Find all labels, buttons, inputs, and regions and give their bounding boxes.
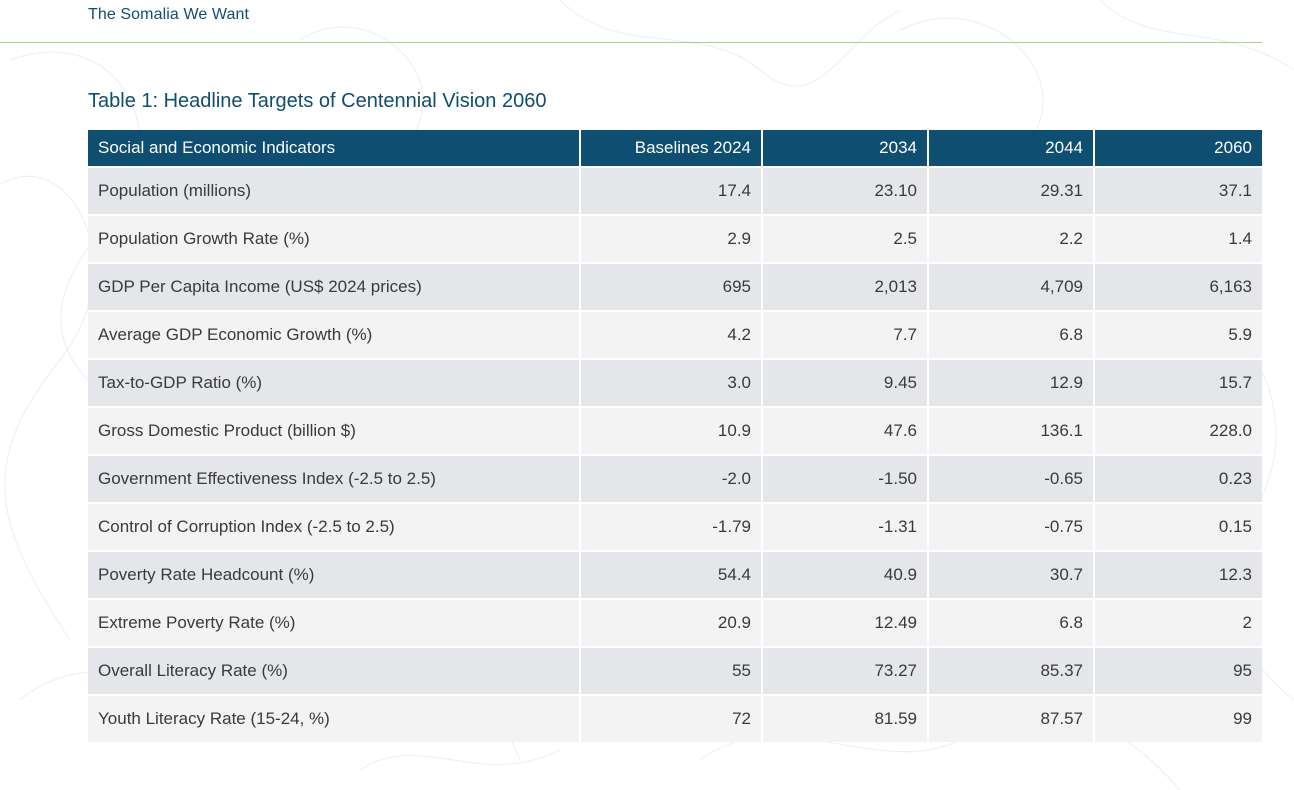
indicator-cell: Youth Literacy Rate (15-24, %) <box>88 694 580 742</box>
value-cell: -1.50 <box>761 454 928 503</box>
value-cell: 6,163 <box>1093 262 1262 311</box>
value-cell: -1.79 <box>579 502 762 551</box>
table-header-row: Social and Economic Indicators Baselines… <box>88 130 1262 167</box>
value-cell: 95 <box>1093 646 1262 695</box>
value-cell: 85.37 <box>927 646 1094 695</box>
value-cell: 9.45 <box>761 358 928 407</box>
table-row: GDP Per Capita Income (US$ 2024 prices) … <box>88 262 1262 311</box>
indicator-cell: Government Effectiveness Index (-2.5 to … <box>88 454 580 503</box>
value-cell: 55 <box>579 646 762 695</box>
value-cell: 1.4 <box>1093 214 1262 263</box>
table-row: Gross Domestic Product (billion $) 10.9 … <box>88 406 1262 455</box>
indicator-cell: Poverty Rate Headcount (%) <box>88 550 580 599</box>
value-cell: 72 <box>579 694 762 742</box>
value-cell: -2.0 <box>579 454 762 503</box>
value-cell: 17.4 <box>579 166 762 215</box>
indicator-cell: Gross Domestic Product (billion $) <box>88 406 580 455</box>
headline-targets-table: Social and Economic Indicators Baselines… <box>88 130 1262 742</box>
value-cell: 73.27 <box>761 646 928 695</box>
value-cell: -1.31 <box>761 502 928 551</box>
value-cell: 47.6 <box>761 406 928 455</box>
value-cell: 12.9 <box>927 358 1094 407</box>
value-cell: 37.1 <box>1093 166 1262 215</box>
value-cell: 4.2 <box>579 310 762 359</box>
indicator-cell: GDP Per Capita Income (US$ 2024 prices) <box>88 262 580 311</box>
contour-line <box>0 175 94 641</box>
contour-line <box>359 749 561 771</box>
value-cell: 15.7 <box>1093 358 1262 407</box>
value-cell: 6.8 <box>927 598 1094 647</box>
table-row: Government Effectiveness Index (-2.5 to … <box>88 454 1262 503</box>
table-row: Population (millions) 17.4 23.10 29.31 3… <box>88 166 1262 215</box>
value-cell: 30.7 <box>927 550 1094 599</box>
value-cell: 3.0 <box>579 358 762 407</box>
value-cell: 54.4 <box>579 550 762 599</box>
value-cell: 2.9 <box>579 214 762 263</box>
value-cell: 23.10 <box>761 166 928 215</box>
table-row: Tax-to-GDP Ratio (%) 3.0 9.45 12.9 15.7 <box>88 358 1262 407</box>
value-cell: 10.9 <box>579 406 762 455</box>
contour-line <box>559 0 901 87</box>
value-cell: 6.8 <box>927 310 1094 359</box>
column-header-2060: 2060 <box>1093 130 1262 167</box>
table-row: Control of Corruption Index (-2.5 to 2.5… <box>88 502 1262 551</box>
table-caption: Table 1: Headline Targets of Centennial … <box>88 90 547 112</box>
value-cell: 12.49 <box>761 598 928 647</box>
table-row: Poverty Rate Headcount (%) 54.4 40.9 30.… <box>88 550 1262 599</box>
column-header-2044: 2044 <box>927 130 1094 167</box>
value-cell: 87.57 <box>927 694 1094 742</box>
value-cell: 2 <box>1093 598 1262 647</box>
value-cell: 40.9 <box>761 550 928 599</box>
value-cell: 29.31 <box>927 166 1094 215</box>
value-cell: 136.1 <box>927 406 1094 455</box>
value-cell: 5.9 <box>1093 310 1262 359</box>
value-cell: 12.3 <box>1093 550 1262 599</box>
value-cell: 99 <box>1093 694 1262 742</box>
value-cell: 2.5 <box>761 214 928 263</box>
table-row: Youth Literacy Rate (15-24, %) 72 81.59 … <box>88 694 1262 742</box>
value-cell: 2.2 <box>927 214 1094 263</box>
contour-line <box>1099 0 1294 71</box>
table-row: Extreme Poverty Rate (%) 20.9 12.49 6.8 … <box>88 598 1262 647</box>
indicator-cell: Overall Literacy Rate (%) <box>88 646 580 695</box>
value-cell: 20.9 <box>579 598 762 647</box>
indicator-cell: Average GDP Economic Growth (%) <box>88 310 580 359</box>
column-header-indicator: Social and Economic Indicators <box>88 130 580 167</box>
value-cell: 228.0 <box>1093 406 1262 455</box>
value-cell: 7.7 <box>761 310 928 359</box>
indicator-cell: Tax-to-GDP Ratio (%) <box>88 358 580 407</box>
value-cell: 0.15 <box>1093 502 1262 551</box>
column-header-2034: 2034 <box>761 130 928 167</box>
value-cell: 0.23 <box>1093 454 1262 503</box>
indicator-cell: Population Growth Rate (%) <box>88 214 580 263</box>
value-cell: -0.65 <box>927 454 1094 503</box>
running-header-title: The Somalia We Want <box>88 6 250 23</box>
table-row: Population Growth Rate (%) 2.9 2.5 2.2 1… <box>88 214 1262 263</box>
column-header-baseline-2024: Baselines 2024 <box>579 130 762 167</box>
value-cell: 81.59 <box>761 694 928 742</box>
indicator-cell: Population (millions) <box>88 166 580 215</box>
indicator-cell: Extreme Poverty Rate (%) <box>88 598 580 647</box>
value-cell: -0.75 <box>927 502 1094 551</box>
value-cell: 2,013 <box>761 262 928 311</box>
header-divider <box>0 42 1262 43</box>
table-row: Overall Literacy Rate (%) 55 73.27 85.37… <box>88 646 1262 695</box>
value-cell: 4,709 <box>927 262 1094 311</box>
value-cell: 695 <box>579 262 762 311</box>
table-row: Average GDP Economic Growth (%) 4.2 7.7 … <box>88 310 1262 359</box>
indicator-cell: Control of Corruption Index (-2.5 to 2.5… <box>88 502 580 551</box>
